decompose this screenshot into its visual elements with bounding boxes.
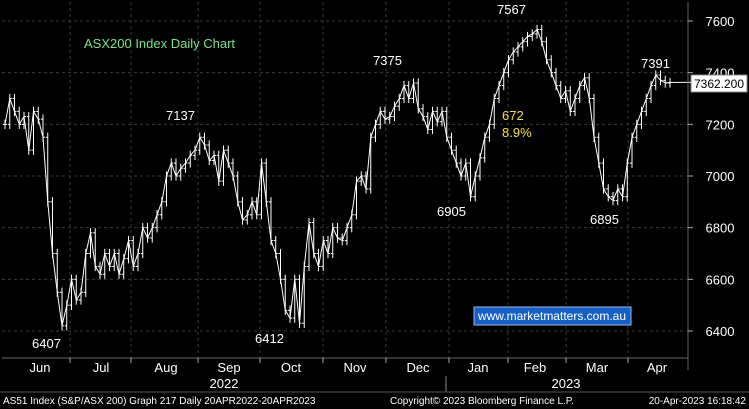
year-label-2023: 2023 — [552, 376, 581, 391]
last-value-background — [690, 74, 748, 93]
watermark: www.marketmatters.com.au — [473, 306, 632, 326]
x-tick-label-sep: Sep — [217, 360, 240, 375]
x-tick-label-nov: Nov — [343, 360, 367, 375]
x-axis: Jun Jul Aug Sep Oct Nov Dec Jan Feb Mar Apr 2022 202… — [2, 357, 688, 392]
last-value-label: 7362.200 — [694, 77, 744, 91]
price-series — [3, 24, 691, 331]
x-tick-label-mar: Mar — [586, 360, 609, 375]
data-label-6895: 6895 — [590, 212, 619, 227]
data-label-6905: 6905 — [437, 204, 466, 219]
data-labels: 6407 7137 6412 7375 6905 7567 6895 7391 — [32, 2, 670, 351]
x-tick-label-jun: Jun — [30, 360, 51, 375]
data-label-7137: 7137 — [166, 108, 195, 123]
y-tick-label-7600: 7600 — [706, 14, 735, 29]
price-line — [4, 28, 671, 326]
data-label-7375: 7375 — [373, 53, 402, 68]
footer-left: AS51 Index (S&P/ASX 200) Graph 217 Daily… — [3, 396, 316, 407]
data-label-7391: 7391 — [641, 56, 670, 71]
y-tick-label-7000: 7000 — [706, 169, 735, 184]
x-tick-label-aug: Aug — [154, 360, 177, 375]
grid-lines — [2, 2, 688, 358]
annotation-points: 672 — [502, 108, 524, 123]
x-tick-label-oct: Oct — [281, 360, 302, 375]
y-tick-label-6800: 6800 — [706, 221, 735, 236]
x-tick-label-dec: Dec — [406, 360, 430, 375]
x-tick-label-apr: Apr — [647, 360, 668, 375]
footer-timestamp: 20-Apr-2023 16:18:42 — [649, 396, 747, 407]
chart-title: ASX200 Index Daily Chart — [84, 36, 235, 51]
last-value-box: 7362.200 — [690, 74, 748, 93]
data-label-6412: 6412 — [255, 331, 284, 346]
data-label-6407: 6407 — [32, 336, 61, 351]
x-tick-label-jul: Jul — [93, 360, 110, 375]
y-tick-label-6600: 6600 — [706, 272, 735, 287]
x-tick-label-jan: Jan — [468, 360, 489, 375]
data-label-7567: 7567 — [497, 2, 526, 17]
y-tick-label-7200: 7200 — [706, 117, 735, 132]
y-tick-label-6400: 6400 — [706, 324, 735, 339]
footer-copyright: Copyright© 2023 Bloomberg Finance L.P. — [390, 396, 574, 407]
x-tick-label-feb: Feb — [524, 360, 546, 375]
watermark-text: www.marketmatters.com.au — [477, 309, 626, 323]
watermark-background — [473, 306, 632, 326]
year-label-2022: 2022 — [210, 376, 239, 391]
annotation-percent: 8.9% — [502, 125, 532, 140]
